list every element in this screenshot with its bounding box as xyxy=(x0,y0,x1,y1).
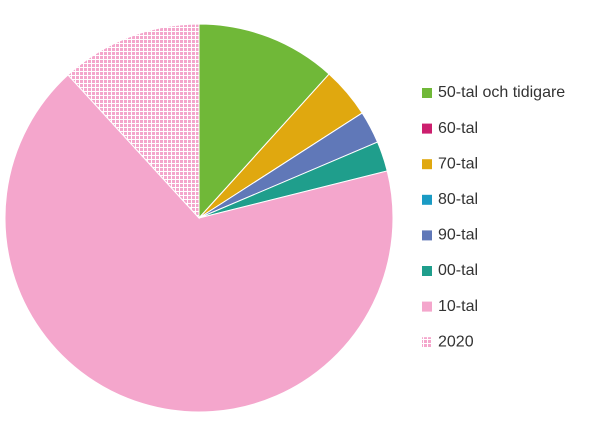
legend-label: 2020 xyxy=(438,333,474,350)
legend-label: 50-tal och tidigare xyxy=(438,84,565,101)
legend-label: 90-tal xyxy=(438,227,478,244)
legend-swatch xyxy=(422,159,432,170)
legend-label: 60-tal xyxy=(438,120,478,137)
legend-swatch xyxy=(422,301,432,312)
pie-slice xyxy=(67,23,200,220)
pie-slice xyxy=(4,74,394,413)
legend-swatch xyxy=(422,230,432,241)
pie-slice xyxy=(198,23,330,220)
legend-swatch xyxy=(422,123,432,134)
legend-swatch xyxy=(422,88,432,98)
legend-label: 10-tal xyxy=(438,298,478,315)
legend-label: 70-tal xyxy=(438,155,478,172)
legend-label: 00-tal xyxy=(438,262,478,279)
legend-swatch xyxy=(422,266,432,276)
legend-swatch xyxy=(422,194,432,205)
legend-label: 80-tal xyxy=(438,191,478,208)
legend-swatch xyxy=(422,337,432,348)
